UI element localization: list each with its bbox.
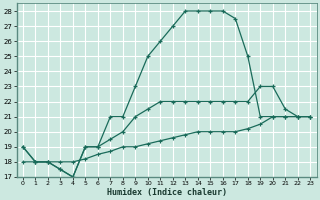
X-axis label: Humidex (Indice chaleur): Humidex (Indice chaleur) xyxy=(107,188,227,197)
